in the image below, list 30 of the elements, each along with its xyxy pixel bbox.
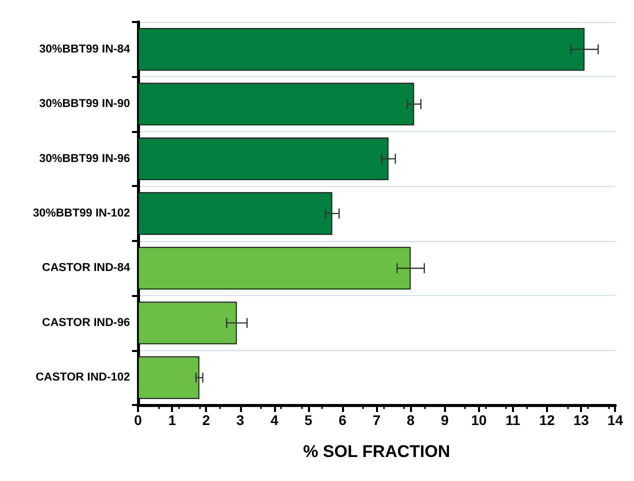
x-tick-label: 3	[236, 412, 244, 428]
bar	[138, 246, 411, 290]
y-tick-label: 30%BBT99 IN-90	[39, 98, 130, 110]
bar	[138, 82, 414, 126]
y-tick-label: CASTOR IND-102	[36, 372, 130, 384]
x-tick-label: 6	[338, 412, 347, 428]
x-tick-label: 0	[134, 412, 142, 428]
x-tick-label: 2	[202, 412, 210, 428]
y-tick-label: 30%BBT99 IN-102	[32, 208, 130, 220]
x-tick-label: 4	[270, 412, 278, 428]
x-tick-label: 1	[168, 412, 176, 428]
x-tick-label: 10	[471, 412, 487, 428]
y-tick-label: 30%BBT99 IN-96	[39, 152, 130, 165]
x-tick-label: 7	[372, 412, 381, 428]
bar	[138, 302, 237, 344]
bar	[138, 192, 332, 235]
x-tick-label: 13	[573, 412, 590, 428]
x-tick-label: 5	[304, 412, 313, 428]
x-tick-label: 8	[406, 412, 415, 428]
y-tick-label: CASTOR IND-96	[42, 316, 130, 329]
bar	[138, 28, 585, 71]
y-tick-label: 30%BBT99 IN-84	[39, 43, 131, 56]
bar	[138, 356, 200, 399]
x-tick-label: 11	[506, 412, 521, 428]
x-tick-label: 12	[539, 412, 556, 428]
x-tick-label: 14	[607, 412, 624, 428]
bar	[138, 137, 389, 180]
y-tick-label: CASTOR IND-84	[42, 262, 131, 274]
x-tick-label: 9	[440, 412, 449, 428]
x-axis-title: % SOL FRACTION	[303, 442, 450, 461]
